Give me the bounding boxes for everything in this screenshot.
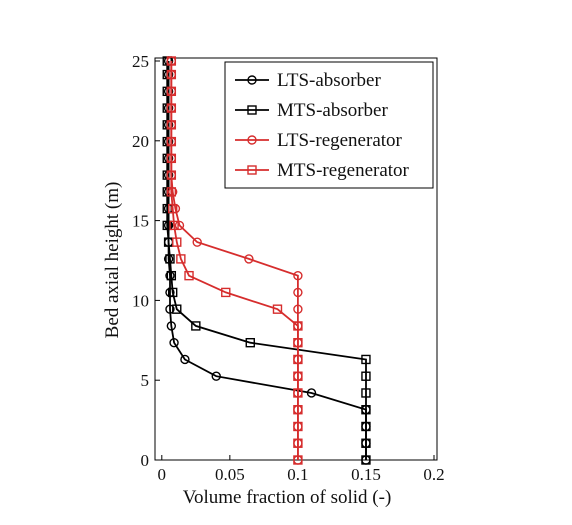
x-tick-label: 0.05 [215, 465, 245, 484]
marker [166, 153, 177, 164]
legend-marker [247, 135, 257, 145]
marker [293, 405, 303, 415]
marker [166, 170, 177, 180]
y-tick-label: 0 [141, 451, 150, 470]
x-tick-label: 0 [158, 465, 167, 484]
marker [166, 321, 177, 331]
legend-label: MTS-absorber [277, 100, 388, 121]
marker [169, 220, 179, 231]
x-tick-label: 0.2 [423, 465, 444, 484]
marker [293, 455, 303, 465]
y-tick-label: 25 [132, 52, 149, 71]
y-tick-label: 15 [132, 212, 149, 231]
marker [293, 354, 303, 365]
marker [174, 220, 185, 231]
marker [169, 337, 179, 348]
legend-label: MTS-regenerator [277, 160, 410, 181]
marker [166, 120, 177, 130]
marker [191, 321, 201, 331]
marker [165, 254, 175, 264]
marker [361, 371, 371, 381]
x-axis-label: Volume fraction of solid (-) [183, 487, 392, 508]
marker [245, 337, 255, 348]
marker [172, 237, 182, 247]
marker [166, 69, 177, 80]
legend-box [224, 61, 434, 189]
marker [172, 304, 182, 314]
marker [293, 287, 303, 298]
marker [361, 405, 371, 415]
plot-frame [154, 57, 438, 461]
marker [361, 388, 371, 398]
marker [293, 270, 303, 281]
marker [167, 203, 178, 214]
marker [361, 421, 371, 432]
y-tick-label: 5 [141, 371, 150, 390]
marker [293, 321, 303, 331]
marker [293, 438, 303, 448]
marker [244, 254, 254, 264]
marker [211, 371, 221, 381]
marker [293, 388, 303, 398]
marker [166, 136, 177, 147]
marker [180, 354, 190, 365]
legend-label: LTS-regenerator [277, 130, 403, 151]
legend-marker [247, 75, 257, 85]
marker [293, 304, 303, 314]
marker [184, 270, 194, 281]
marker [167, 287, 178, 298]
marker [272, 304, 283, 314]
marker [221, 287, 231, 298]
y-axis-label: Bed axial height (m) [102, 182, 123, 339]
marker [361, 354, 371, 365]
marker [361, 455, 371, 465]
series-line [170, 61, 299, 460]
marker [165, 304, 175, 314]
marker [293, 337, 303, 348]
marker [293, 371, 303, 381]
y-tick-label: 10 [132, 291, 149, 310]
legend-label: LTS-absorber [277, 70, 381, 91]
marker [166, 103, 177, 113]
marker [162, 220, 172, 231]
legend-marker [247, 165, 257, 175]
marker [166, 56, 177, 66]
marker [166, 187, 177, 197]
marker [306, 388, 317, 398]
marker [293, 421, 303, 432]
marker [166, 86, 177, 97]
series-line [167, 61, 367, 460]
marker [192, 237, 202, 247]
marker [166, 270, 177, 281]
marker [176, 254, 186, 264]
x-tick-label: 0.1 [287, 465, 308, 484]
legend-marker [247, 105, 257, 115]
x-tick-label: 0.15 [351, 465, 381, 484]
y-tick-label: 20 [132, 132, 149, 151]
marker [361, 438, 371, 448]
